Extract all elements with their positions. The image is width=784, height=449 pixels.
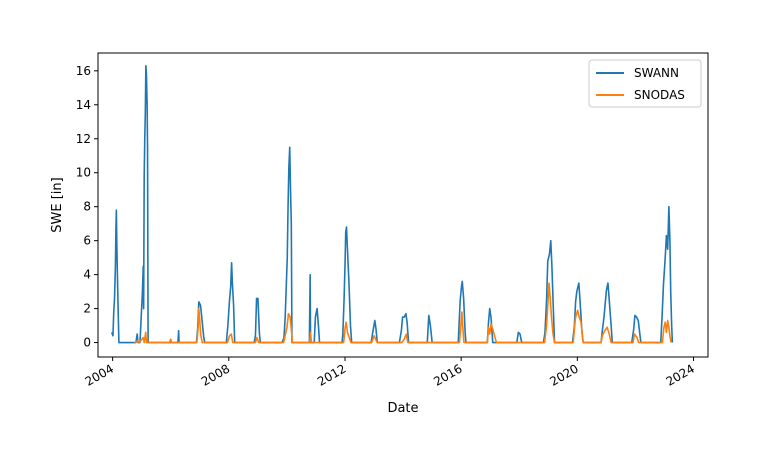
x-axis-label: Date	[387, 401, 418, 416]
legend: SWANN SNODAS	[588, 59, 702, 108]
series-line-snodas	[134, 282, 672, 344]
y-tick-label: 10	[76, 166, 91, 180]
y-tick-label: 6	[83, 234, 91, 248]
axes-frame	[97, 52, 709, 358]
series-layer	[110, 64, 674, 344]
y-tick-label: 14	[76, 98, 91, 112]
y-tick-label: 16	[76, 64, 91, 78]
y-tick-label: 8	[83, 200, 91, 214]
y-tick-label: 0	[83, 336, 91, 350]
legend-swann-label: SWANN	[634, 66, 679, 80]
y-tick-label: 12	[76, 132, 91, 146]
y-axis-label: SWE [in]	[50, 177, 65, 232]
y-axis-ticks: 0 2 4 6 8 10 12 14 16	[76, 64, 98, 350]
y-tick-label: 4	[83, 268, 91, 282]
legend-snodas-label: SNODAS	[634, 88, 685, 102]
y-tick-label: 2	[83, 302, 91, 316]
